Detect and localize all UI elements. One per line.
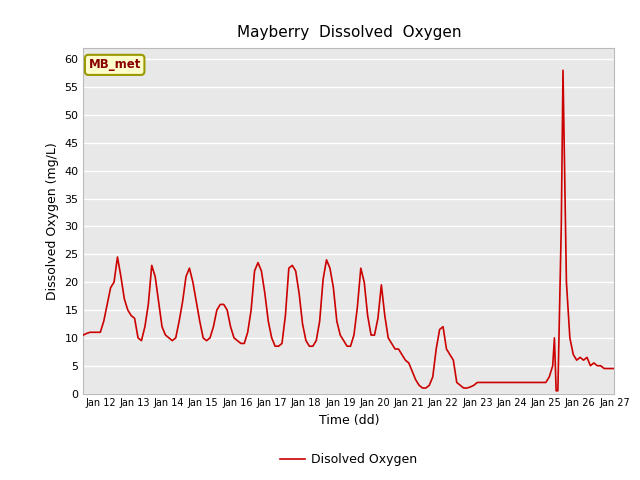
Disolved Oxygen	[79, 332, 87, 338]
Disolved Oxygen	[282, 312, 289, 318]
Disolved Oxygen	[552, 388, 560, 394]
Disolved Oxygen	[230, 335, 238, 341]
Disolved Oxygen	[535, 380, 543, 385]
Disolved Oxygen	[611, 366, 618, 372]
Disolved Oxygen	[554, 388, 562, 394]
Legend: Disolved Oxygen: Disolved Oxygen	[275, 448, 422, 471]
X-axis label: Time (dd): Time (dd)	[319, 414, 379, 427]
Line: Disolved Oxygen: Disolved Oxygen	[83, 70, 614, 391]
Title: Mayberry  Dissolved  Oxygen: Mayberry Dissolved Oxygen	[237, 25, 461, 40]
Disolved Oxygen	[559, 67, 567, 73]
Text: MB_met: MB_met	[88, 59, 141, 72]
Y-axis label: Dissolved Oxygen (mg/L): Dissolved Oxygen (mg/L)	[45, 142, 59, 300]
Disolved Oxygen	[590, 360, 598, 366]
Disolved Oxygen	[261, 290, 269, 296]
